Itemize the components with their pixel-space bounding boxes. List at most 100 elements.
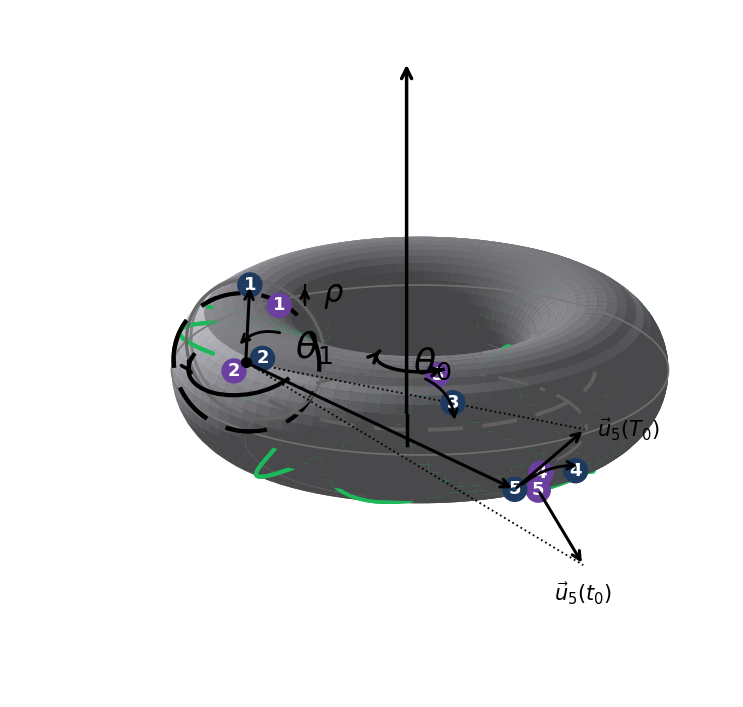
Polygon shape (327, 358, 334, 368)
Polygon shape (429, 295, 446, 305)
Polygon shape (504, 304, 513, 315)
Polygon shape (444, 332, 452, 341)
Polygon shape (395, 331, 403, 341)
Polygon shape (288, 251, 305, 255)
Polygon shape (644, 317, 653, 332)
Polygon shape (483, 338, 488, 349)
Polygon shape (565, 364, 581, 376)
Polygon shape (172, 358, 175, 374)
Polygon shape (481, 498, 498, 500)
Polygon shape (196, 308, 204, 319)
Polygon shape (603, 274, 618, 283)
Polygon shape (237, 267, 253, 274)
Polygon shape (353, 375, 370, 385)
Polygon shape (253, 262, 270, 271)
Polygon shape (465, 378, 473, 387)
Polygon shape (415, 263, 425, 271)
Polygon shape (637, 298, 648, 311)
Polygon shape (438, 358, 447, 366)
Polygon shape (467, 361, 475, 370)
Polygon shape (614, 327, 628, 338)
Polygon shape (310, 340, 315, 351)
Polygon shape (550, 288, 562, 297)
Polygon shape (380, 492, 397, 498)
Polygon shape (536, 350, 552, 358)
Polygon shape (648, 365, 656, 380)
Polygon shape (653, 384, 659, 399)
Polygon shape (315, 351, 319, 363)
Polygon shape (293, 288, 305, 298)
Polygon shape (495, 419, 512, 431)
Polygon shape (549, 421, 558, 430)
Polygon shape (477, 337, 483, 347)
Polygon shape (305, 332, 311, 343)
Polygon shape (562, 343, 579, 356)
Polygon shape (254, 376, 271, 387)
Polygon shape (539, 461, 554, 469)
Polygon shape (526, 414, 543, 426)
Polygon shape (372, 378, 382, 383)
Polygon shape (340, 383, 351, 390)
Polygon shape (361, 317, 379, 328)
Polygon shape (320, 370, 326, 381)
Polygon shape (594, 461, 609, 467)
Polygon shape (362, 375, 377, 381)
Polygon shape (346, 308, 354, 320)
Polygon shape (268, 344, 285, 351)
Polygon shape (360, 268, 377, 278)
Polygon shape (646, 390, 654, 404)
Polygon shape (369, 344, 375, 354)
Polygon shape (637, 364, 648, 379)
Polygon shape (331, 329, 348, 341)
Polygon shape (488, 329, 494, 341)
Polygon shape (416, 280, 424, 290)
Polygon shape (412, 237, 427, 239)
Polygon shape (632, 405, 642, 417)
Polygon shape (653, 341, 659, 356)
Polygon shape (455, 251, 469, 258)
Polygon shape (658, 346, 663, 362)
Polygon shape (362, 358, 377, 364)
Polygon shape (235, 451, 250, 463)
Polygon shape (327, 380, 330, 391)
Polygon shape (399, 237, 413, 238)
Polygon shape (533, 337, 548, 341)
Polygon shape (577, 271, 591, 276)
Polygon shape (323, 368, 329, 379)
Polygon shape (302, 255, 319, 263)
Polygon shape (498, 243, 515, 246)
Polygon shape (195, 375, 207, 390)
Polygon shape (573, 321, 587, 326)
Polygon shape (458, 246, 472, 252)
Polygon shape (285, 320, 295, 328)
Polygon shape (178, 328, 184, 342)
Polygon shape (314, 407, 331, 419)
Polygon shape (479, 431, 496, 443)
Polygon shape (559, 325, 573, 328)
Polygon shape (460, 466, 472, 475)
Polygon shape (354, 492, 369, 497)
Polygon shape (328, 273, 340, 283)
Polygon shape (299, 404, 316, 416)
Polygon shape (321, 465, 335, 474)
Polygon shape (323, 368, 327, 380)
Polygon shape (508, 254, 523, 261)
Polygon shape (305, 483, 322, 490)
Polygon shape (547, 465, 562, 472)
Polygon shape (452, 381, 463, 385)
Polygon shape (323, 345, 337, 348)
Polygon shape (346, 240, 362, 243)
Polygon shape (269, 285, 282, 292)
Polygon shape (454, 367, 464, 374)
Polygon shape (438, 358, 451, 361)
Polygon shape (502, 493, 519, 496)
Polygon shape (358, 305, 367, 316)
Polygon shape (352, 306, 361, 318)
Polygon shape (475, 357, 490, 363)
Polygon shape (327, 429, 344, 441)
Polygon shape (374, 448, 384, 457)
Polygon shape (501, 490, 519, 496)
Polygon shape (431, 340, 438, 350)
Polygon shape (360, 443, 377, 454)
Polygon shape (391, 356, 403, 358)
